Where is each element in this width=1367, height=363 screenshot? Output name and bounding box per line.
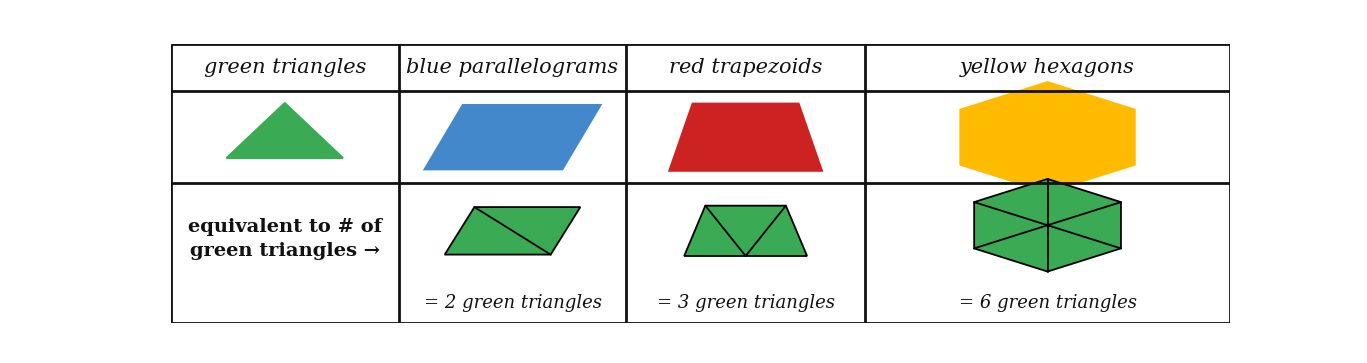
Text: = 2 green triangles: = 2 green triangles <box>424 294 601 312</box>
Text: yellow hexagons: yellow hexagons <box>960 58 1135 77</box>
Polygon shape <box>670 104 822 171</box>
Text: red trapezoids: red trapezoids <box>668 58 823 77</box>
Polygon shape <box>961 82 1135 192</box>
Polygon shape <box>684 206 807 256</box>
Polygon shape <box>227 103 343 158</box>
Polygon shape <box>425 105 600 169</box>
Polygon shape <box>975 179 1121 272</box>
Polygon shape <box>444 207 581 254</box>
Text: = 3 green triangles: = 3 green triangles <box>656 294 835 312</box>
Text: green triangles: green triangles <box>204 58 366 77</box>
Text: = 6 green triangles: = 6 green triangles <box>958 294 1136 312</box>
Text: equivalent to # of
green triangles →: equivalent to # of green triangles → <box>187 219 381 260</box>
Text: blue parallelograms: blue parallelograms <box>406 58 619 77</box>
